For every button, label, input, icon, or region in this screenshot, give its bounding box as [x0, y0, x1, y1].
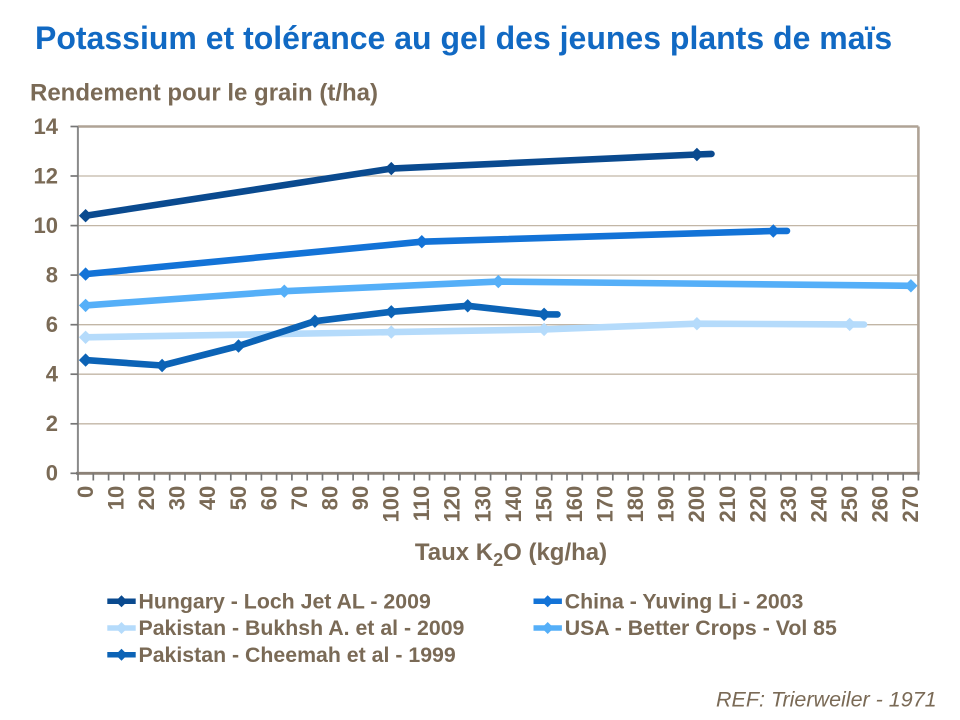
svg-text:10: 10	[34, 213, 58, 238]
svg-text:8: 8	[46, 263, 58, 288]
svg-text:Pakistan - Bukhsh A. et al - 2: Pakistan - Bukhsh A. et al - 2009	[139, 616, 465, 640]
svg-text:10: 10	[104, 486, 129, 510]
svg-text:260: 260	[868, 486, 893, 523]
svg-text:190: 190	[654, 486, 679, 523]
svg-text:180: 180	[623, 486, 648, 523]
svg-text:250: 250	[837, 486, 862, 523]
svg-text:2: 2	[46, 411, 58, 436]
svg-text:China - Yuving Li - 2003: China - Yuving Li - 2003	[565, 589, 804, 613]
svg-text:Potassium et tolérance au gel: Potassium et tolérance au gel des jeunes…	[35, 20, 892, 56]
svg-text:220: 220	[745, 486, 770, 523]
svg-text:120: 120	[440, 486, 465, 523]
svg-text:110: 110	[409, 486, 434, 522]
svg-text:60: 60	[256, 486, 281, 510]
svg-text:Hungary - Loch Jet AL - 2009: Hungary - Loch Jet AL - 2009	[139, 589, 431, 613]
svg-text:50: 50	[226, 486, 251, 510]
svg-text:80: 80	[318, 486, 343, 510]
svg-text:140: 140	[501, 486, 526, 523]
svg-text:160: 160	[562, 486, 587, 523]
svg-text:30: 30	[165, 486, 190, 510]
svg-text:240: 240	[807, 486, 832, 523]
svg-text:6: 6	[46, 312, 58, 337]
svg-text:12: 12	[34, 163, 58, 188]
svg-text:170: 170	[593, 486, 618, 523]
svg-text:0: 0	[46, 461, 58, 486]
svg-text:210: 210	[715, 486, 740, 523]
svg-text:20: 20	[134, 486, 159, 510]
svg-text:Pakistan - Cheemah et al - 199: Pakistan - Cheemah et al - 1999	[139, 643, 456, 667]
svg-text:100: 100	[379, 486, 404, 523]
svg-text:14: 14	[34, 114, 59, 139]
svg-text:130: 130	[470, 486, 495, 523]
svg-text:200: 200	[684, 486, 709, 523]
svg-text:90: 90	[348, 486, 373, 510]
svg-text:40: 40	[195, 486, 220, 510]
svg-text:150: 150	[531, 486, 556, 523]
svg-text:REF: Trierweiler - 1971: REF: Trierweiler - 1971	[716, 688, 937, 712]
svg-text:270: 270	[898, 486, 923, 523]
svg-text:230: 230	[776, 486, 801, 523]
svg-text:Taux K2O (kg/ha): Taux K2O (kg/ha)	[415, 539, 607, 570]
svg-text:4: 4	[46, 362, 59, 387]
svg-text:70: 70	[287, 486, 312, 510]
svg-text:USA - Better Crops - Vol 85: USA - Better Crops - Vol 85	[565, 616, 837, 640]
svg-text:Rendement pour le grain (t/ha): Rendement pour le grain (t/ha)	[30, 80, 378, 107]
svg-text:0: 0	[73, 486, 98, 498]
